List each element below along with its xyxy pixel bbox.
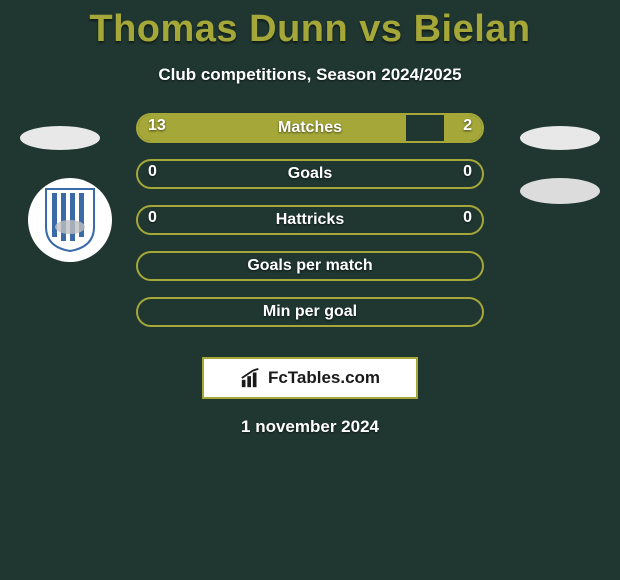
- stat-row: Goals0 0: [0, 159, 620, 205]
- bar-label: Hattricks: [138, 211, 482, 229]
- stat-row: Goals per match: [0, 251, 620, 297]
- bar-track: Goals: [136, 159, 484, 189]
- stat-row: Matches13 2: [0, 113, 620, 159]
- bar-label: Goals: [138, 165, 482, 183]
- bar-label: Matches: [138, 119, 482, 137]
- value-right: 2: [463, 117, 472, 135]
- bar-track: Matches: [136, 113, 484, 143]
- bar-label: Goals per match: [138, 257, 482, 275]
- stat-row: Min per goal: [0, 297, 620, 343]
- page-title: Thomas Dunn vs Bielan: [0, 0, 620, 51]
- bar-track: Hattricks: [136, 205, 484, 235]
- value-left: 0: [148, 209, 157, 227]
- stat-row: Hattricks0 0: [0, 205, 620, 251]
- date-label: 1 november 2024: [0, 417, 620, 437]
- bar-label: Min per goal: [138, 303, 482, 321]
- value-right: 0: [463, 209, 472, 227]
- bar-track: Min per goal: [136, 297, 484, 327]
- comparison-rows: Matches132Goals00Hattricks00Goals per ma…: [0, 113, 620, 343]
- value-left: 13: [148, 117, 166, 135]
- value-right: 0: [463, 163, 472, 181]
- bar-chart-icon: [240, 367, 262, 389]
- branding-text: FcTables.com: [268, 368, 380, 388]
- branding-badge: FcTables.com: [202, 357, 418, 399]
- bar-track: Goals per match: [136, 251, 484, 281]
- value-left: 0: [148, 163, 157, 181]
- page-subtitle: Club competitions, Season 2024/2025: [0, 65, 620, 85]
